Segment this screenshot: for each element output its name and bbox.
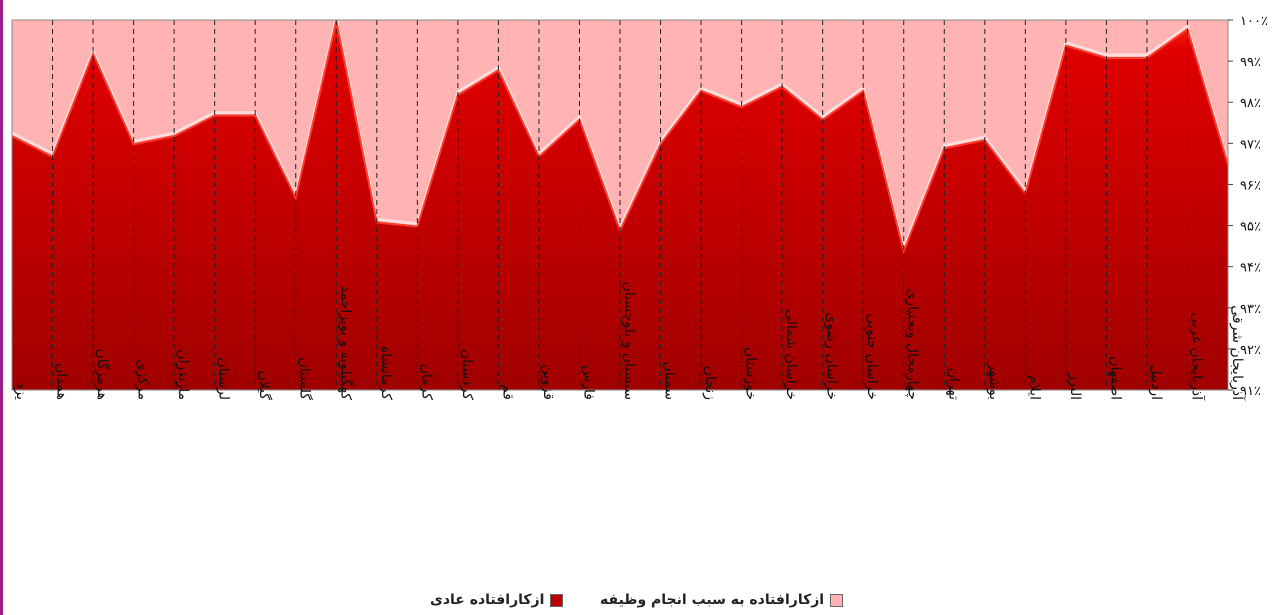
y-tick-label: ۹۳٪ [1240, 302, 1261, 317]
y-tick-label: ۹۷٪ [1240, 137, 1261, 152]
category-label: مرکزی [135, 359, 151, 400]
legend: ازکارافتاده به سبب انجام وظیفه ازکارافتا… [0, 592, 1272, 612]
legend-item-normal: ازکارافتاده عادی [430, 592, 564, 608]
category-label: هرمزگان [94, 348, 111, 400]
y-tick-label: ۹۶٪ [1240, 178, 1261, 193]
category-label: قزوین [540, 364, 556, 400]
category-label: خراسان رضوی [824, 312, 840, 400]
y-tick-label: ۹۱٪ [1240, 384, 1261, 399]
y-tick-label: ۹۴٪ [1240, 261, 1261, 276]
category-label: کرمان [418, 364, 434, 401]
category-label: زنجان [702, 366, 718, 400]
category-label: خراسان جنوبی [864, 313, 880, 400]
category-label: گلستان [297, 357, 314, 400]
legend-label-normal: ازکارافتاده عادی [430, 592, 545, 608]
category-label: کردستان [459, 349, 475, 400]
category-label: چهارمحال وبختیاری [905, 288, 921, 400]
y-tick-label: ۱۰۰٪ [1240, 14, 1268, 29]
legend-label-duty: ازکارافتاده به سبب انجام وظیفه [600, 592, 825, 608]
category-label: قم [499, 384, 515, 400]
category-label: بوشهر [986, 362, 1002, 400]
y-tick-label: ۹۵٪ [1240, 220, 1261, 235]
category-label: همدان [54, 363, 70, 400]
category-label: اصفهان [1107, 356, 1123, 400]
y-tick-label: ۹۹٪ [1240, 55, 1261, 70]
category-label: آذربایجان غربی [1188, 312, 1205, 401]
frame-border [0, 0, 3, 615]
category-label: البرز [1067, 372, 1083, 400]
chart: ۱۰۰٪ ۹۹٪ ۹۸٪ ۹۷٪ ۹۶٪ ۹۵٪ ۹۴٪ ۹۳٪ ۹۲٪ ۹۱٪ یزد همدان ه… [11, 14, 1268, 401]
category-label: تهران [945, 368, 961, 400]
category-label: سیستان و بلوچستان [621, 281, 637, 400]
category-label: گیلان [256, 370, 273, 400]
y-tick-label: ۹۲٪ [1240, 343, 1261, 358]
category-label: آذربایجان شرقی [1229, 305, 1246, 401]
legend-swatch-normal [550, 593, 564, 607]
category-label: خوزستان [743, 347, 759, 400]
category-label: کرمانشاه [378, 346, 394, 400]
category-label: اردبیل [1148, 364, 1164, 400]
plot-frame [11, 19, 1229, 391]
category-label: کهگیلویه و بویراحمد [337, 285, 354, 400]
category-label: لرستان [216, 358, 232, 401]
legend-item-duty: ازکارافتاده به سبب انجام وظیفه [600, 592, 844, 608]
category-label: ایلام [1026, 375, 1042, 400]
y-tick-label: ۹۸٪ [1240, 96, 1261, 111]
legend-swatch-duty [830, 593, 844, 607]
category-label: یزد [13, 382, 29, 400]
category-label: مازندران [175, 349, 191, 400]
category-label: سمنان [662, 361, 678, 400]
category-label: خراسان شمالی [783, 309, 799, 400]
category-label: فارس [580, 365, 596, 400]
